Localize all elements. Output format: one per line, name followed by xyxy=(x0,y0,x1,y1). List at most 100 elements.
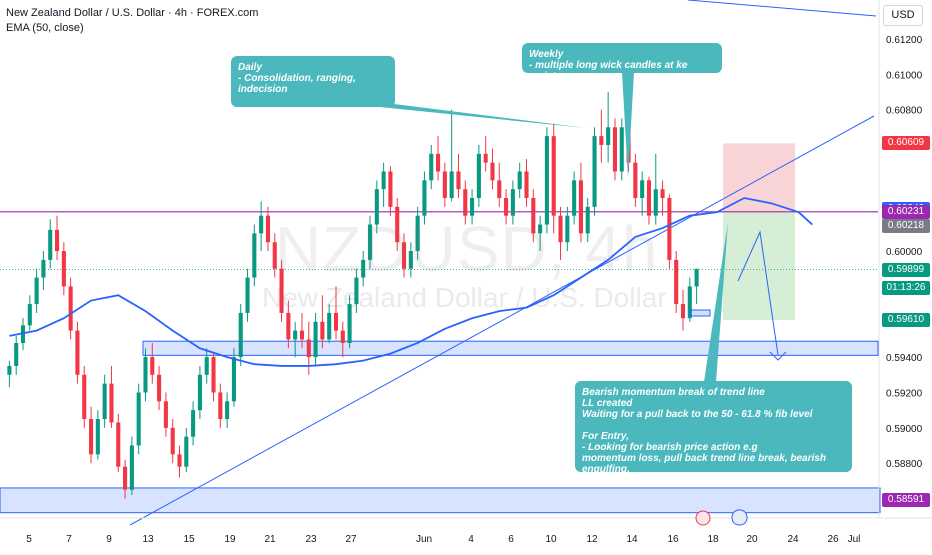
candle-body xyxy=(694,268,699,287)
candle-body xyxy=(640,180,645,199)
candle-body xyxy=(361,259,366,278)
price-tag: 0.60231 xyxy=(882,204,930,219)
candle-body xyxy=(408,251,413,269)
x-tick-label: 12 xyxy=(586,534,598,545)
x-tick-label: 20 xyxy=(746,534,758,545)
candle-body xyxy=(436,153,441,172)
candle-body xyxy=(218,392,223,419)
price-tag: 0.58591 xyxy=(882,493,930,508)
candle-body xyxy=(646,180,652,216)
candle-body xyxy=(680,304,686,319)
candle-body xyxy=(470,198,475,216)
candle-body xyxy=(34,277,39,305)
candle-body xyxy=(14,342,19,366)
candle-body xyxy=(415,215,420,252)
y-tick-label: 0.61200 xyxy=(886,35,923,46)
candle-body xyxy=(170,427,175,455)
candle-body xyxy=(225,401,230,419)
candle-body xyxy=(524,171,529,199)
candle-body xyxy=(449,171,454,199)
candle-body xyxy=(667,198,672,260)
candle-body xyxy=(293,330,298,340)
x-tick-label: 26 xyxy=(827,534,839,545)
candle-body xyxy=(143,357,148,393)
candle-body xyxy=(422,180,427,216)
trade-plan-annotation[interactable]: Bearish momentum break of trend line LL … xyxy=(575,381,852,486)
x-tick-label: 19 xyxy=(224,534,236,545)
x-tick-label: 27 xyxy=(345,534,357,545)
candle-body xyxy=(313,321,318,358)
candle-body xyxy=(54,229,60,252)
chart-title: New Zealand Dollar / U.S. Dollar · 4h · … xyxy=(6,7,259,19)
plan-callout-pointer xyxy=(704,222,728,382)
candle-body xyxy=(531,198,536,234)
weekly-annotation[interactable]: Weekly - multiple long wick candles at k… xyxy=(522,43,722,82)
candle-body xyxy=(483,153,488,163)
candle-body xyxy=(197,374,202,411)
currency-button[interactable]: USD xyxy=(883,5,923,26)
price-tag: 0.59610 xyxy=(882,312,930,327)
x-tick-label: 5 xyxy=(26,534,32,545)
candle-body xyxy=(612,127,617,172)
candle-body xyxy=(340,330,345,343)
indicator-label[interactable]: EMA (50, close) xyxy=(6,22,84,34)
candle-body xyxy=(272,242,277,269)
candle-body xyxy=(456,171,461,190)
candle-body xyxy=(265,215,270,243)
candle-body xyxy=(68,286,73,331)
candle-body xyxy=(150,357,155,375)
candle-body xyxy=(27,304,32,326)
candle-body xyxy=(476,153,481,199)
candle-body xyxy=(109,383,114,423)
candle-body xyxy=(504,198,509,216)
candle-body xyxy=(599,136,604,145)
candle-body xyxy=(238,312,243,358)
candle-body xyxy=(585,206,590,234)
candle-body xyxy=(116,422,121,467)
candle-body xyxy=(592,136,597,207)
x-tick-label: Jun xyxy=(416,534,432,545)
candle-body xyxy=(136,392,141,446)
watermark-name: New Zealand Dollar / U.S. Dollar xyxy=(262,282,667,313)
candle-body xyxy=(306,339,311,358)
candle-body xyxy=(633,162,638,199)
upper-trendline xyxy=(687,0,877,17)
candle-body xyxy=(123,466,128,490)
lower-zone xyxy=(0,487,881,514)
candle-body xyxy=(279,268,284,313)
x-tick-label: 15 xyxy=(183,534,195,545)
candle-body xyxy=(544,136,549,225)
candle-body xyxy=(191,410,196,437)
x-tick-label: 24 xyxy=(787,534,799,545)
y-tick-label: 0.59000 xyxy=(886,424,923,435)
candle-body xyxy=(327,312,332,340)
candle-body xyxy=(61,251,66,287)
price-tag: 0.59899 xyxy=(882,262,930,277)
candle-body xyxy=(157,374,162,402)
candle-body xyxy=(129,445,134,490)
x-tick-label: 6 xyxy=(508,534,514,545)
candle-body xyxy=(231,357,236,402)
x-tick-label: 18 xyxy=(707,534,719,545)
ema-line xyxy=(9,197,813,367)
candle-body xyxy=(374,189,379,225)
low-marker xyxy=(689,309,711,317)
candle-body xyxy=(245,277,250,313)
watermark-symbol: NZDUSD, 4h xyxy=(275,213,659,285)
x-tick-label: 7 xyxy=(66,534,72,545)
x-tick-label: 10 xyxy=(545,534,557,545)
candle-body xyxy=(82,374,87,419)
x-tick-label: 23 xyxy=(305,534,317,545)
candle-body xyxy=(619,127,624,172)
candle-body xyxy=(490,162,495,181)
x-tick-label: 14 xyxy=(626,534,638,545)
candle-body xyxy=(48,229,53,260)
candle-body xyxy=(429,153,434,181)
candle-body xyxy=(653,189,658,216)
candle-body xyxy=(558,215,563,243)
daily-annotation[interactable]: Daily - Consolidation, ranging, indecisi… xyxy=(231,56,395,107)
candle-body xyxy=(463,189,468,216)
y-tick-label: 0.60800 xyxy=(886,106,923,117)
